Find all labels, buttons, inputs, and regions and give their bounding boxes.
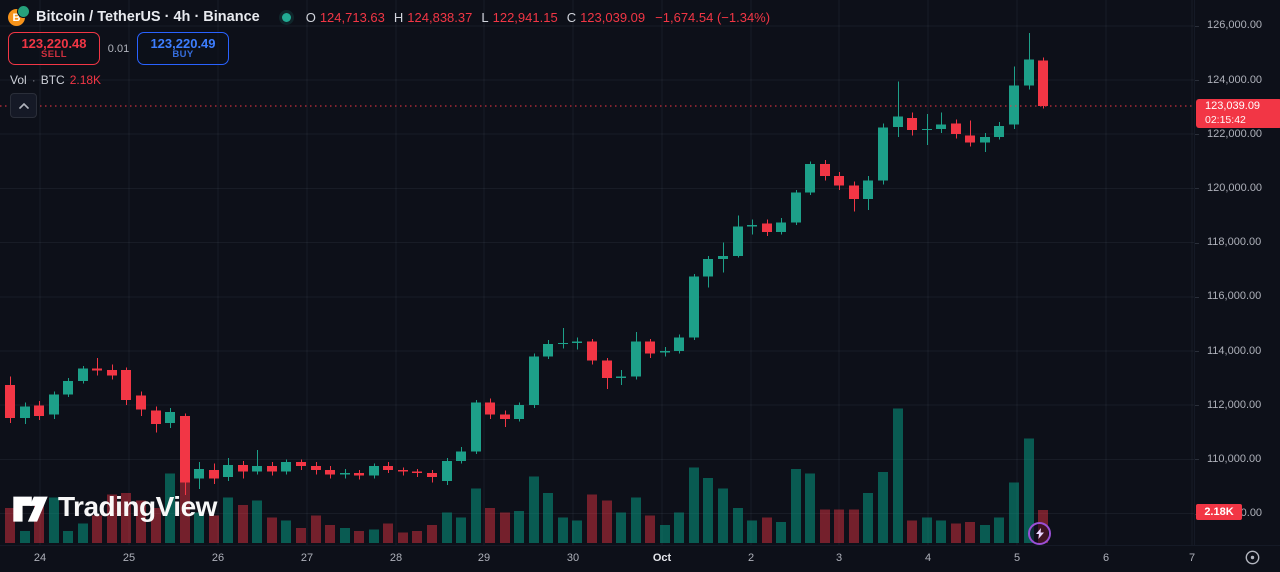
low-label: L [481, 9, 489, 25]
sell-label: SELL [41, 49, 67, 61]
price-axis-label: 112,000.00 [1207, 398, 1262, 411]
price-axis-tick [1195, 25, 1199, 27]
price-axis-label: 122,000.00 [1207, 127, 1263, 140]
time-axis-label: 2 [747, 552, 755, 564]
chart-header: B Bitcoin / TetherUS · 4h · Binance O 12… [8, 5, 770, 28]
volume-label: Vol [10, 73, 27, 87]
price-axis-tick [1195, 405, 1199, 407]
symbol-title[interactable]: Bitcoin / TetherUS · 4h · Binance [36, 9, 260, 25]
change-value: −1,674.54 (−1.34%) [655, 9, 771, 25]
price-axis-tick [1195, 351, 1199, 352]
time-axis-label: 25 [122, 552, 136, 564]
high-label: H [393, 9, 404, 25]
price-axis-tick [1195, 459, 1199, 461]
candlestick-chart[interactable] [0, 0, 1194, 545]
sell-button[interactable]: 123,220.48 SELL [8, 32, 100, 65]
last-price-value: 123,039.09 [1205, 100, 1261, 112]
tether-coin-icon [17, 5, 30, 18]
spread-value: 0.01 [107, 42, 130, 55]
time-axis-label: 6 [1102, 552, 1110, 564]
price-axis-tick [1195, 134, 1199, 136]
price-axis-tick [1195, 296, 1199, 298]
axis-settings-gear-icon[interactable] [1244, 549, 1261, 566]
time-axis-label: 24 [33, 552, 47, 564]
price-axis[interactable]: 108,000.00110,000.00112,000.00114,000.00… [1194, 0, 1280, 545]
time-axis-label: 7 [1188, 552, 1196, 564]
last-price-badge: 123,039.09 02:15:42 [1196, 99, 1280, 128]
time-axis-label: 4 [924, 552, 932, 564]
price-axis-tick [1195, 242, 1199, 244]
time-axis-label: 28 [389, 552, 403, 564]
tradingview-logo-icon [12, 486, 49, 528]
open-label: O [305, 9, 316, 25]
time-axis-label: 27 [300, 552, 314, 564]
high-value: 124,838.37 [407, 9, 473, 25]
volume-separator: · [31, 73, 36, 87]
buy-button[interactable]: 123,220.49 BUY [137, 32, 229, 65]
volume-value: 2.18K [69, 73, 102, 87]
price-axis-tick [1195, 80, 1199, 81]
price-axis-label: 110,000.00 [1207, 452, 1262, 465]
time-axis-label: 26 [211, 552, 225, 564]
price-axis-label: 120,000.00 [1207, 181, 1263, 194]
time-axis-label: 3 [835, 552, 843, 564]
time-axis-label: Oct [652, 552, 672, 564]
watermark-text: TradingView [58, 491, 217, 522]
ohlc-readout: O 124,713.63 H 124,838.37 L 122,941.15 C… [301, 10, 770, 25]
price-axis-label: 124,000.00 [1207, 73, 1263, 86]
volume-indicator-row[interactable]: Vol · BTC 2.18K [10, 73, 101, 87]
time-axis-label: 30 [566, 552, 580, 564]
bar-countdown: 02:15:42 [1205, 113, 1246, 126]
collapse-pane-button[interactable] [10, 93, 37, 118]
price-axis-label: 114,000.00 [1207, 344, 1262, 357]
sell-price: 123,220.48 [21, 35, 87, 51]
trade-buttons: 123,220.48 SELL 0.01 123,220.49 BUY [8, 32, 229, 65]
volume-asset: BTC [40, 73, 65, 87]
volume-axis-badge: 2.18K [1196, 504, 1242, 520]
low-value: 122,941.15 [492, 9, 558, 25]
price-axis-label: 118,000.00 [1207, 236, 1262, 249]
price-axis-label: 116,000.00 [1207, 290, 1262, 303]
symbol-pair-icon: B [8, 5, 30, 27]
close-value: 123,039.09 [580, 9, 646, 25]
price-axis-label: 126,000.00 [1207, 19, 1263, 32]
close-label: C [566, 9, 577, 25]
time-axis-label: 29 [477, 552, 491, 564]
lightning-boost-icon[interactable] [1028, 522, 1051, 545]
open-value: 124,713.63 [319, 9, 385, 25]
price-axis-tick [1195, 188, 1199, 190]
chevron-up-icon [18, 102, 29, 109]
buy-label: BUY [172, 49, 194, 61]
time-axis[interactable]: 24 25 26 27 28 29 30 Oct 2 3 4 5 6 7 [0, 545, 1280, 572]
market-status-dot[interactable] [281, 12, 291, 22]
tradingview-watermark: TradingView [12, 486, 217, 528]
buy-price: 123,220.49 [150, 35, 216, 51]
time-axis-label: 5 [1013, 552, 1021, 564]
